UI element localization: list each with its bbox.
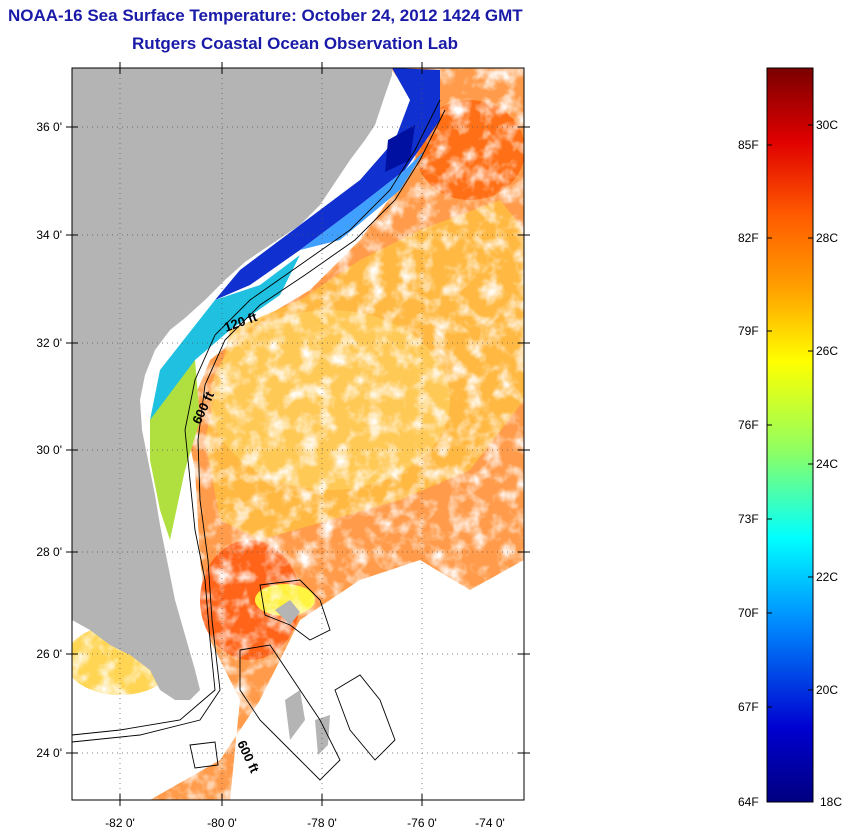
lon-label: -78 0' [307,816,337,830]
colorbar-f-label: 67F [738,700,759,714]
lat-label: 32 0' [36,336,62,350]
lon-label: -80 0' [207,816,237,830]
lat-label: 24 0' [36,746,62,760]
bathymetry-contours [72,99,446,781]
colorbar-f-label: 76F [738,418,759,432]
lat-label: 28 0' [36,545,62,559]
map-title: NOAA-16 Sea Surface Temperature: October… [8,6,523,25]
colorbar-f-label: 82F [738,231,759,245]
lon-label: -76 0' [407,816,437,830]
colorbar-f-label: 85F [738,138,759,152]
colorbar-gradient [766,67,814,803]
lat-labels: 36 0' 34 0' 32 0' 30 0' 28 0' 26 0' 24 0… [36,120,62,760]
colorbar-c-label: 30C [816,118,838,132]
bahamas-island [275,600,300,625]
map-subtitle: Rutgers Coastal Ocean Observation Lab [132,34,458,53]
colorbar-f-label: 70F [738,606,759,620]
colorbar-c-label: 28C [816,231,838,245]
lat-label: 34 0' [36,228,62,242]
colorbar-c-label: 26C [816,344,838,358]
lat-label: 26 0' [36,647,62,661]
lon-labels: -82 0' -80 0' -78 0' -76 0' -74 0' [105,816,505,830]
bahamas-island [72,485,85,525]
lat-label: 36 0' [36,120,62,134]
lon-label: -74 0' [475,816,505,830]
bahamas-island [285,690,305,740]
colorbar-c-label: 22C [816,570,838,584]
colorbar: 85F 82F 79F 76F 73F 70F 67F 64F 30C 28C … [738,67,842,809]
lon-label: -82 0' [105,816,135,830]
colorbar-c-label: 24C [816,457,838,471]
colorbar-f-label: 64F [738,795,759,809]
lat-label: 30 0' [36,443,62,457]
colorbar-c-label: 20C [816,683,838,697]
map-border [71,67,525,801]
tick-marks [66,62,530,806]
colorbar-f-label: 79F [738,324,759,338]
graticule [72,68,524,800]
colorbar-f-label: 73F [738,512,759,526]
colorbar-c-label: 18C [820,795,842,809]
bahamas-island [315,715,330,755]
land-mass [72,68,392,700]
coastal-cold-water [150,68,440,540]
